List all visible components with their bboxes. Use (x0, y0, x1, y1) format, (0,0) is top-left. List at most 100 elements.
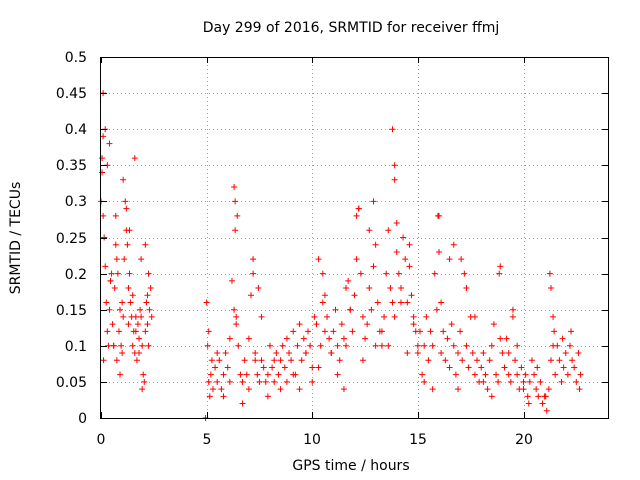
data-point (359, 313, 366, 320)
data-point (124, 241, 131, 248)
data-point (294, 342, 301, 349)
data-point (340, 335, 347, 342)
data-point (433, 306, 440, 313)
data-point (218, 386, 225, 393)
data-point (112, 241, 119, 248)
data-point (319, 270, 326, 277)
data-point (568, 328, 575, 335)
data-point (414, 342, 421, 349)
data-point (389, 299, 396, 306)
data-point (100, 212, 107, 219)
data-point (471, 313, 478, 320)
data-point (207, 371, 214, 378)
chart-title: Day 299 of 2016, SRMTID for receiver ffm… (203, 20, 500, 36)
data-point (324, 313, 331, 320)
data-point (101, 234, 108, 241)
data-point (512, 357, 519, 364)
data-point (397, 299, 404, 306)
data-point (247, 292, 254, 299)
data-point (455, 386, 462, 393)
data-point (317, 342, 324, 349)
data-point (214, 350, 221, 357)
data-point (559, 335, 566, 342)
data-point (455, 350, 462, 357)
data-point (488, 393, 495, 400)
data-point (273, 350, 280, 357)
data-point (520, 386, 527, 393)
data-point (438, 299, 445, 306)
data-point (391, 313, 398, 320)
data-point (525, 400, 532, 407)
data-point (250, 270, 257, 277)
data-point (457, 328, 464, 335)
data-point (364, 321, 371, 328)
data-point (302, 350, 309, 357)
data-point (421, 378, 428, 385)
y-tick-label: 0.2 (65, 267, 87, 283)
data-point (514, 371, 521, 378)
data-point (288, 357, 295, 364)
data-point (336, 357, 343, 364)
data-point (509, 313, 516, 320)
data-point (383, 270, 390, 277)
data-point (121, 256, 128, 263)
data-point (114, 270, 121, 277)
data-point (501, 364, 508, 371)
data-point (389, 126, 396, 133)
data-point (340, 386, 347, 393)
data-point (459, 357, 466, 364)
data-point (235, 342, 242, 349)
data-point (450, 342, 457, 349)
data-point (136, 350, 143, 357)
data-point (463, 342, 470, 349)
data-point (535, 393, 542, 400)
data-point (113, 357, 120, 364)
plot-frame (100, 57, 609, 419)
data-point (429, 386, 436, 393)
data-point (269, 364, 276, 371)
data-point (112, 212, 119, 219)
data-point (357, 270, 364, 277)
data-point (493, 371, 500, 378)
data-point (233, 313, 240, 320)
data-point (241, 357, 248, 364)
data-point (144, 292, 151, 299)
data-point (271, 357, 278, 364)
data-point (99, 169, 106, 176)
data-point (205, 328, 212, 335)
y-tick-label: 0.35 (56, 158, 87, 174)
data-point (368, 306, 375, 313)
data-point (224, 364, 231, 371)
data-point (569, 357, 576, 364)
x-tick-labels: 0 5 10 15 20 (97, 432, 533, 448)
data-point (497, 263, 504, 270)
data-point (393, 248, 400, 255)
data-point (431, 270, 438, 277)
data-point (526, 378, 533, 385)
data-point (134, 321, 141, 328)
data-point (378, 342, 385, 349)
data-point (119, 350, 126, 357)
data-point (442, 357, 449, 364)
data-point (277, 357, 284, 364)
data-point (543, 407, 550, 414)
data-point (446, 256, 453, 263)
data-point (204, 342, 211, 349)
data-point (463, 285, 470, 292)
data-point (400, 234, 407, 241)
data-point (482, 371, 489, 378)
data-point (209, 386, 216, 393)
data-point (393, 220, 400, 227)
data-point (440, 328, 447, 335)
data-point (534, 364, 541, 371)
data-point (105, 342, 112, 349)
data-point (125, 285, 132, 292)
data-point (141, 378, 148, 385)
data-point (264, 393, 271, 400)
data-point (245, 386, 252, 393)
data-point (232, 198, 239, 205)
data-point (406, 263, 413, 270)
data-point (334, 342, 341, 349)
data-point (518, 364, 525, 371)
